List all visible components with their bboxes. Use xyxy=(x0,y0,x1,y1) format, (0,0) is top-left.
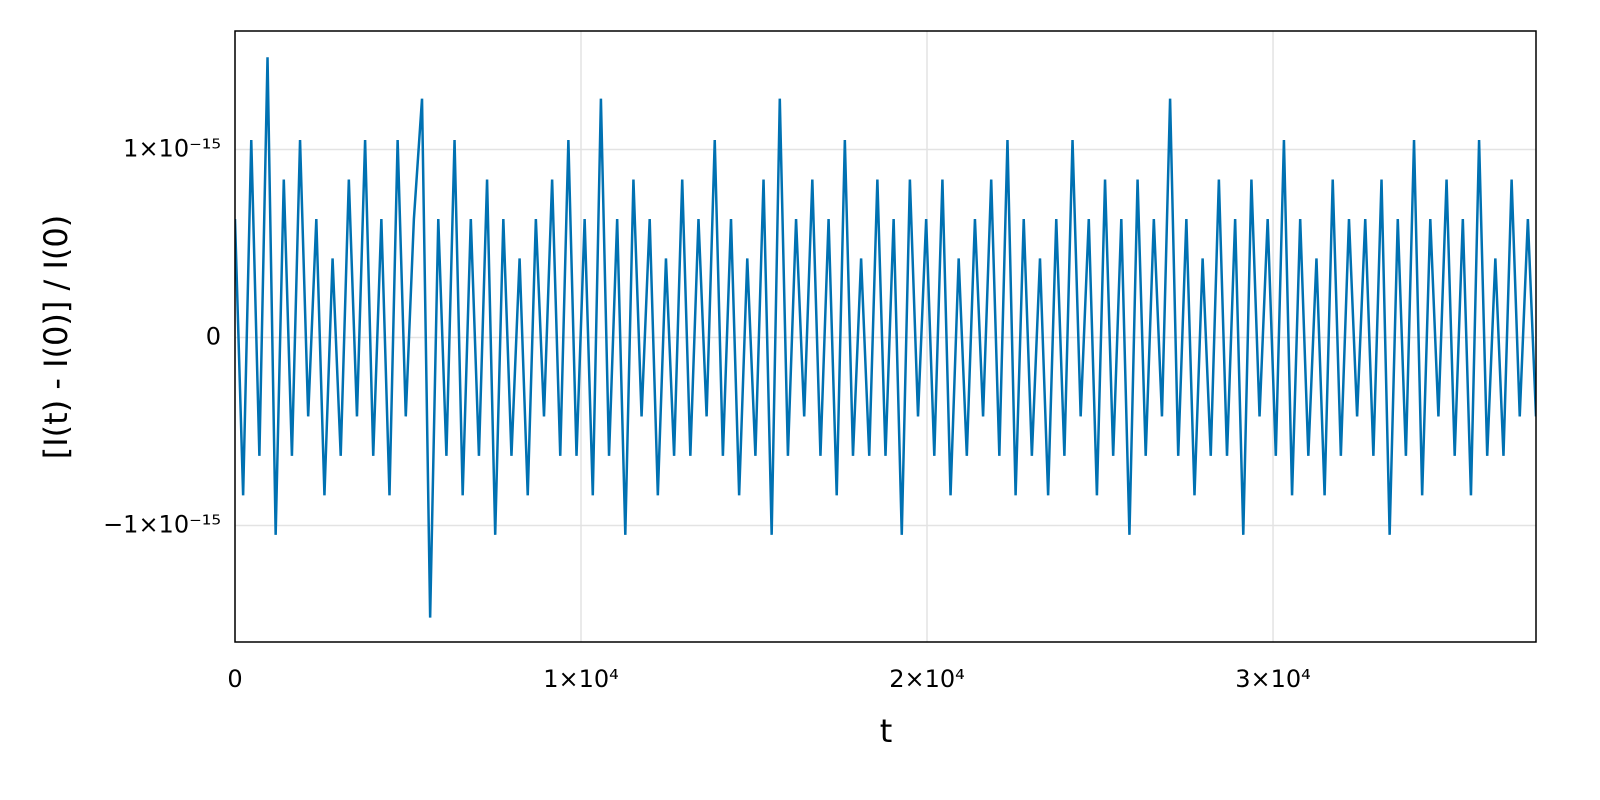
x-tick-label: 0 xyxy=(227,665,242,693)
y-tick-label: −1×10⁻¹⁵ xyxy=(103,510,221,538)
x-tick-label: 3×10⁴ xyxy=(1235,665,1311,693)
data-line xyxy=(235,57,1536,618)
y-tick-label: 0 xyxy=(206,322,221,350)
x-tick-label: 1×10⁴ xyxy=(543,665,619,693)
y-tick-label: 1×10⁻¹⁵ xyxy=(123,134,221,162)
x-axis-label: t xyxy=(880,712,893,750)
x-tick-label: 2×10⁴ xyxy=(889,665,965,693)
y-axis-label: [I(t) - I(0)] / I(0) xyxy=(37,215,75,459)
plot-frame xyxy=(234,30,1537,643)
